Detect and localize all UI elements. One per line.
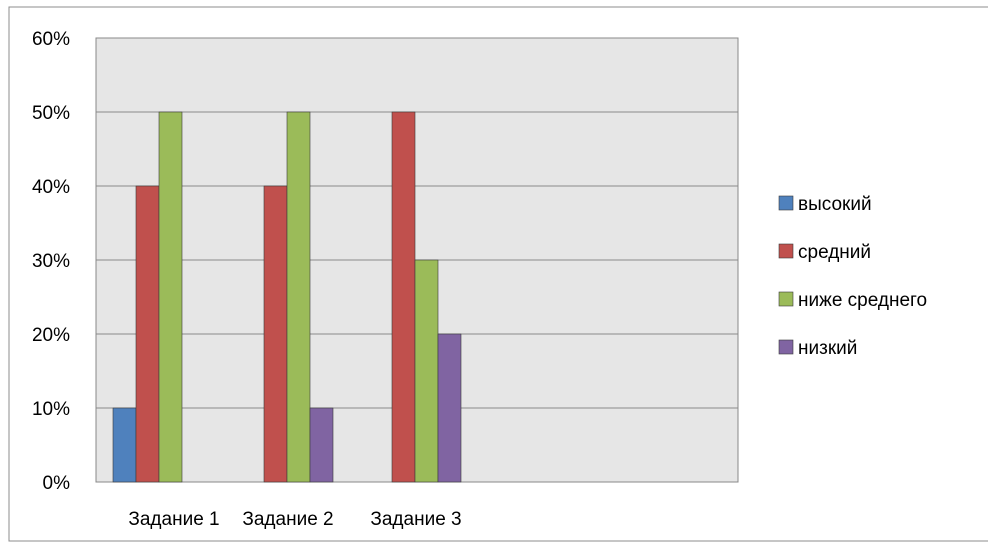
y-tick-label: 10% (32, 399, 70, 420)
legend-swatch (778, 339, 794, 355)
legend-label: средний (798, 242, 871, 263)
bar (263, 185, 288, 483)
y-tick-label: 40% (32, 177, 70, 198)
y-axis: 0% 10% 20% 30% 40% 50% 60% (32, 29, 70, 494)
legend-swatch (778, 291, 794, 307)
x-tick-label: Задание 1 (128, 509, 219, 530)
y-tick-label: 0% (43, 473, 71, 494)
legend-label: ниже среднего (798, 290, 927, 311)
bar (286, 111, 311, 483)
y-tick-label: 20% (32, 325, 70, 346)
bar (414, 259, 439, 483)
bar (112, 407, 137, 483)
legend: высокий средний ниже среднего низкий (778, 194, 927, 359)
bar (135, 185, 160, 483)
legend-label: высокий (798, 194, 872, 215)
x-tick-label: Задание 2 (242, 509, 333, 530)
y-tick-label: 50% (32, 103, 70, 124)
bar (158, 111, 183, 483)
legend-swatch (778, 195, 794, 211)
x-axis: Задание 1 Задание 2 Задание 3 (128, 509, 461, 530)
bar (437, 333, 462, 483)
bar (309, 407, 334, 483)
y-tick-label: 30% (32, 251, 70, 272)
legend-label: низкий (798, 338, 857, 359)
legend-swatch (778, 243, 794, 259)
bar (391, 111, 416, 483)
bars (112, 111, 462, 483)
y-tick-label: 60% (32, 29, 70, 50)
x-tick-label: Задание 3 (370, 509, 461, 530)
